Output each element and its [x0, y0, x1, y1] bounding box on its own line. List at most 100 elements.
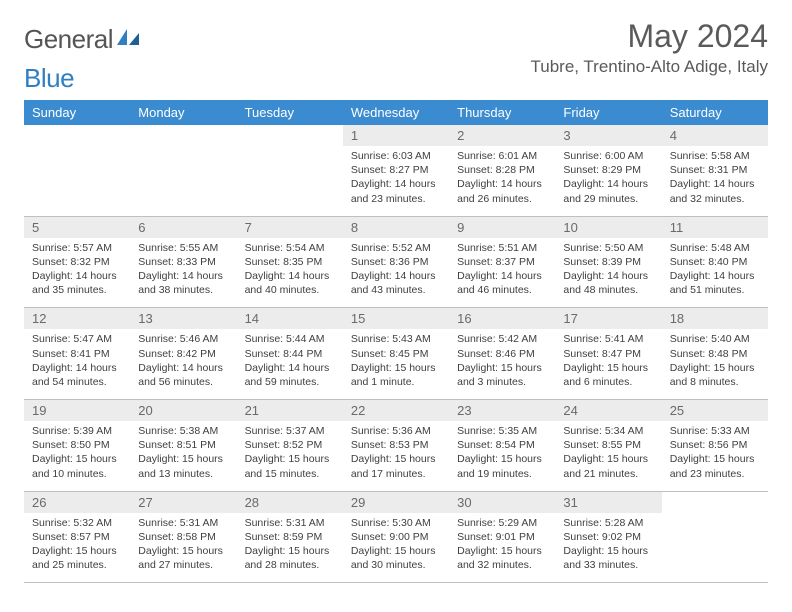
day-number: 20	[130, 400, 236, 421]
day-cell: 28Sunrise: 5:31 AMSunset: 8:59 PMDayligh…	[237, 491, 343, 583]
day-number: 2	[449, 125, 555, 146]
day-cell: 22Sunrise: 5:36 AMSunset: 8:53 PMDayligh…	[343, 400, 449, 492]
day-content: Sunrise: 6:00 AMSunset: 8:29 PMDaylight:…	[555, 146, 661, 216]
day-line: Daylight: 14 hours	[245, 269, 337, 283]
day-number: 24	[555, 400, 661, 421]
day-cell: 24Sunrise: 5:34 AMSunset: 8:55 PMDayligh…	[555, 400, 661, 492]
day-line: and 56 minutes.	[138, 375, 230, 389]
day-line: Sunset: 8:32 PM	[32, 255, 124, 269]
day-line: Daylight: 15 hours	[563, 544, 655, 558]
day-line: and 35 minutes.	[32, 283, 124, 297]
day-line: Sunrise: 5:38 AM	[138, 424, 230, 438]
day-cell: 31Sunrise: 5:28 AMSunset: 9:02 PMDayligh…	[555, 491, 661, 583]
calendar-header-row: Sunday Monday Tuesday Wednesday Thursday…	[24, 100, 768, 125]
day-line: and 21 minutes.	[563, 467, 655, 481]
day-line: Daylight: 14 hours	[138, 361, 230, 375]
day-cell: 7Sunrise: 5:54 AMSunset: 8:35 PMDaylight…	[237, 216, 343, 308]
day-line: Sunrise: 5:31 AM	[245, 516, 337, 530]
day-number: 25	[662, 400, 768, 421]
day-line: Sunrise: 5:29 AM	[457, 516, 549, 530]
day-line: Sunrise: 5:54 AM	[245, 241, 337, 255]
day-cell: 29Sunrise: 5:30 AMSunset: 9:00 PMDayligh…	[343, 491, 449, 583]
day-line: Sunrise: 5:40 AM	[670, 332, 762, 346]
day-cell: 16Sunrise: 5:42 AMSunset: 8:46 PMDayligh…	[449, 308, 555, 400]
day-line: and 23 minutes.	[351, 192, 443, 206]
day-line: Sunrise: 5:55 AM	[138, 241, 230, 255]
day-content: Sunrise: 5:52 AMSunset: 8:36 PMDaylight:…	[343, 238, 449, 308]
day-line: and 27 minutes.	[138, 558, 230, 572]
day-cell	[130, 125, 236, 216]
day-content: Sunrise: 5:48 AMSunset: 8:40 PMDaylight:…	[662, 238, 768, 308]
day-line: and 3 minutes.	[457, 375, 549, 389]
day-cell: 9Sunrise: 5:51 AMSunset: 8:37 PMDaylight…	[449, 216, 555, 308]
day-line: and 54 minutes.	[32, 375, 124, 389]
day-cell: 15Sunrise: 5:43 AMSunset: 8:45 PMDayligh…	[343, 308, 449, 400]
day-line: Sunrise: 5:28 AM	[563, 516, 655, 530]
day-line: and 43 minutes.	[351, 283, 443, 297]
location-label: Tubre, Trentino-Alto Adige, Italy	[531, 57, 769, 77]
day-line: Sunset: 8:41 PM	[32, 347, 124, 361]
day-line: Sunrise: 5:42 AM	[457, 332, 549, 346]
day-line: Sunrise: 6:00 AM	[563, 149, 655, 163]
day-content: Sunrise: 5:47 AMSunset: 8:41 PMDaylight:…	[24, 329, 130, 399]
day-number	[130, 125, 236, 146]
brand-logo: General	[24, 24, 145, 55]
day-line: Daylight: 15 hours	[457, 544, 549, 558]
day-line: Sunset: 8:28 PM	[457, 163, 549, 177]
brand-word2: Blue	[24, 63, 74, 93]
day-line: Daylight: 15 hours	[138, 544, 230, 558]
day-cell: 6Sunrise: 5:55 AMSunset: 8:33 PMDaylight…	[130, 216, 236, 308]
day-line: and 59 minutes.	[245, 375, 337, 389]
dayname-mon: Monday	[130, 100, 236, 125]
day-line: Sunrise: 5:37 AM	[245, 424, 337, 438]
day-line: Sunset: 9:02 PM	[563, 530, 655, 544]
day-line: and 8 minutes.	[670, 375, 762, 389]
day-line: Daylight: 15 hours	[351, 544, 443, 558]
day-content: Sunrise: 5:39 AMSunset: 8:50 PMDaylight:…	[24, 421, 130, 491]
day-line: Daylight: 14 hours	[670, 177, 762, 191]
day-line: and 29 minutes.	[563, 192, 655, 206]
day-line: Sunset: 8:50 PM	[32, 438, 124, 452]
day-number: 12	[24, 308, 130, 329]
day-content: Sunrise: 5:31 AMSunset: 8:58 PMDaylight:…	[130, 513, 236, 583]
day-content: Sunrise: 5:41 AMSunset: 8:47 PMDaylight:…	[555, 329, 661, 399]
dayname-wed: Wednesday	[343, 100, 449, 125]
day-line: Daylight: 14 hours	[670, 269, 762, 283]
day-number: 4	[662, 125, 768, 146]
day-cell: 1Sunrise: 6:03 AMSunset: 8:27 PMDaylight…	[343, 125, 449, 216]
day-line: Sunset: 8:53 PM	[351, 438, 443, 452]
day-cell: 20Sunrise: 5:38 AMSunset: 8:51 PMDayligh…	[130, 400, 236, 492]
day-number: 23	[449, 400, 555, 421]
day-line: Daylight: 14 hours	[563, 177, 655, 191]
day-line: Daylight: 15 hours	[457, 361, 549, 375]
day-content: Sunrise: 5:37 AMSunset: 8:52 PMDaylight:…	[237, 421, 343, 491]
day-number: 29	[343, 492, 449, 513]
day-number: 18	[662, 308, 768, 329]
day-cell	[662, 491, 768, 583]
day-line: and 30 minutes.	[351, 558, 443, 572]
day-line: Sunrise: 5:50 AM	[563, 241, 655, 255]
day-line: Sunset: 8:45 PM	[351, 347, 443, 361]
day-cell: 26Sunrise: 5:32 AMSunset: 8:57 PMDayligh…	[24, 491, 130, 583]
day-number: 8	[343, 217, 449, 238]
day-content: Sunrise: 5:55 AMSunset: 8:33 PMDaylight:…	[130, 238, 236, 308]
day-line: Sunset: 8:47 PM	[563, 347, 655, 361]
day-line: and 19 minutes.	[457, 467, 549, 481]
month-title: May 2024	[531, 18, 769, 55]
day-line: Sunset: 8:35 PM	[245, 255, 337, 269]
day-line: Sunrise: 5:39 AM	[32, 424, 124, 438]
day-cell: 14Sunrise: 5:44 AMSunset: 8:44 PMDayligh…	[237, 308, 343, 400]
day-line: Daylight: 14 hours	[245, 361, 337, 375]
day-line: Daylight: 14 hours	[457, 269, 549, 283]
day-line: Sunset: 8:27 PM	[351, 163, 443, 177]
day-line: Sunset: 8:44 PM	[245, 347, 337, 361]
day-line: Daylight: 14 hours	[351, 269, 443, 283]
day-content: Sunrise: 5:44 AMSunset: 8:44 PMDaylight:…	[237, 329, 343, 399]
day-line: Sunrise: 6:01 AM	[457, 149, 549, 163]
day-number: 3	[555, 125, 661, 146]
day-number	[24, 125, 130, 146]
day-line: Sunrise: 6:03 AM	[351, 149, 443, 163]
day-number: 10	[555, 217, 661, 238]
day-line: Daylight: 14 hours	[563, 269, 655, 283]
day-number: 5	[24, 217, 130, 238]
